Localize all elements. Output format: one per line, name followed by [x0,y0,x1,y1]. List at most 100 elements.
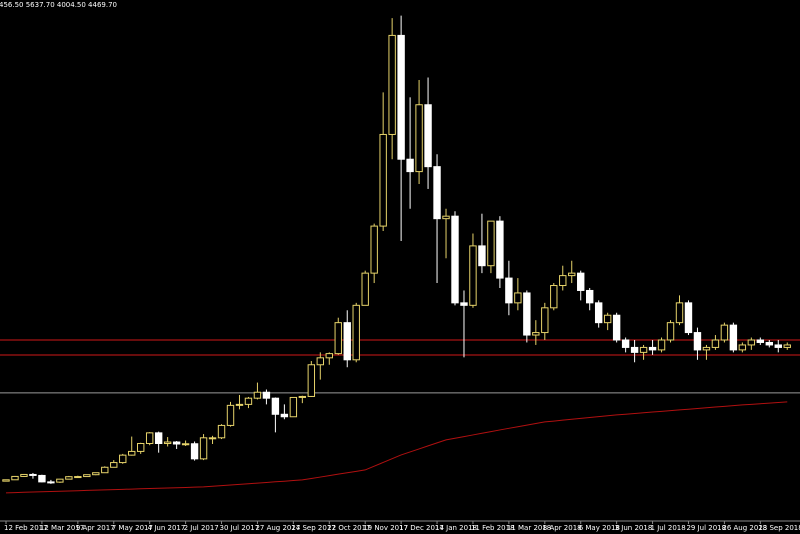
candle-body [83,474,91,478]
candle-body [226,404,235,426]
x-tick-label: 17 Dec 2017 [399,524,444,532]
candle-body [487,220,495,267]
candle-body [568,272,576,277]
candle-body [343,322,351,361]
x-tick-label: 14 Jan 2018 [435,524,477,532]
x-tick-label: 30 Jul 2017 [220,524,260,532]
candle-body [11,475,19,481]
candle-body [729,324,738,351]
candle-body [738,344,747,351]
x-tick-label: 1 Jul 2018 [651,524,686,532]
x-tick-label: 24 Sep 2017 [291,524,335,532]
candle-body [56,478,64,483]
candle-body [208,437,217,440]
x-tick-label: 3 Jun 2018 [615,524,653,532]
candle-body [550,285,558,309]
candle-body [594,302,603,324]
candle-body [20,473,28,477]
candle-body [693,332,702,351]
x-tick-label: 23 Sep 2018 [758,524,800,532]
candle-body [262,391,271,399]
candle-body [720,324,729,341]
candle-body [711,339,720,348]
candle-body [128,450,136,456]
candle-body [702,346,711,351]
candle-body [684,302,693,334]
candle-body [639,346,648,353]
candle-body [29,473,37,476]
x-tick-label: 12 Mar 2017 [40,524,84,532]
candle-body [747,339,756,346]
candle-body [361,272,369,306]
candle-body [532,332,540,336]
candle-body [415,104,423,173]
candle-body [2,479,10,482]
candle-body [110,462,118,468]
candle-body [92,472,100,476]
candle-body [325,353,333,359]
x-tick-label: 19 Nov 2017 [363,524,408,532]
candle-body [172,441,181,445]
candle-body [559,275,567,287]
candle-body [630,346,639,353]
x-tick-label: 2 Jul 2017 [184,524,219,532]
candle-body [388,34,396,135]
x-tick-label: 7 May 2017 [112,524,153,532]
candle-body [280,413,289,418]
candle-body [424,104,432,168]
candle-body [774,344,782,348]
candle-body [612,314,621,341]
candle-body [577,272,585,291]
candle-body [217,424,226,439]
candle-body [666,322,675,341]
x-tick-label: 8 Apr 2018 [543,524,582,532]
candle-body [137,443,145,452]
candle-body [334,322,342,355]
x-tick-label: 29 Jul 2018 [686,524,726,532]
candle-body [505,277,513,304]
price-header: 456.50 5637.70 4004.50 4469.70 [0,1,117,9]
candle-body [451,215,459,304]
candle-body [442,215,450,220]
candle-body [163,441,172,445]
x-tick-label: 27 Aug 2017 [255,524,300,532]
candle-body [496,220,504,279]
candle-body [154,432,163,445]
candle-body [675,302,684,324]
candle-body [244,397,253,405]
candle-body [765,341,773,346]
candle-body [657,339,666,351]
moving-average [5,401,788,494]
candle-body [756,339,765,343]
x-tick-label: 26 Aug 2018 [722,524,767,532]
x-tick-label: 11 Feb 2018 [471,524,515,532]
candle-body [199,437,208,460]
candle-body [289,396,298,418]
candle-body [406,158,414,173]
candle-body [523,292,531,336]
candle-body [370,225,378,274]
candle-body [478,245,486,267]
candle-body [145,432,154,445]
candle-body [352,304,360,361]
candle-body [271,397,280,415]
x-tick-label: 9 Apr 2017 [76,524,115,532]
candle-body [433,166,441,220]
candle-body [648,346,657,351]
candle-body [469,245,477,306]
candle-body [603,314,612,324]
candle-body [397,34,405,160]
x-tick-label: 22 Oct 2017 [327,524,370,532]
candle-body [190,443,199,460]
candle-body [74,476,82,479]
candle-body [47,481,55,484]
x-tick-label: 12 Feb 2017 [4,524,48,532]
candle-body [460,302,468,306]
candle-body [181,443,190,446]
candle-body [235,403,244,406]
candle-body [316,357,325,366]
candle-body [621,339,630,348]
candle-body [253,391,262,399]
